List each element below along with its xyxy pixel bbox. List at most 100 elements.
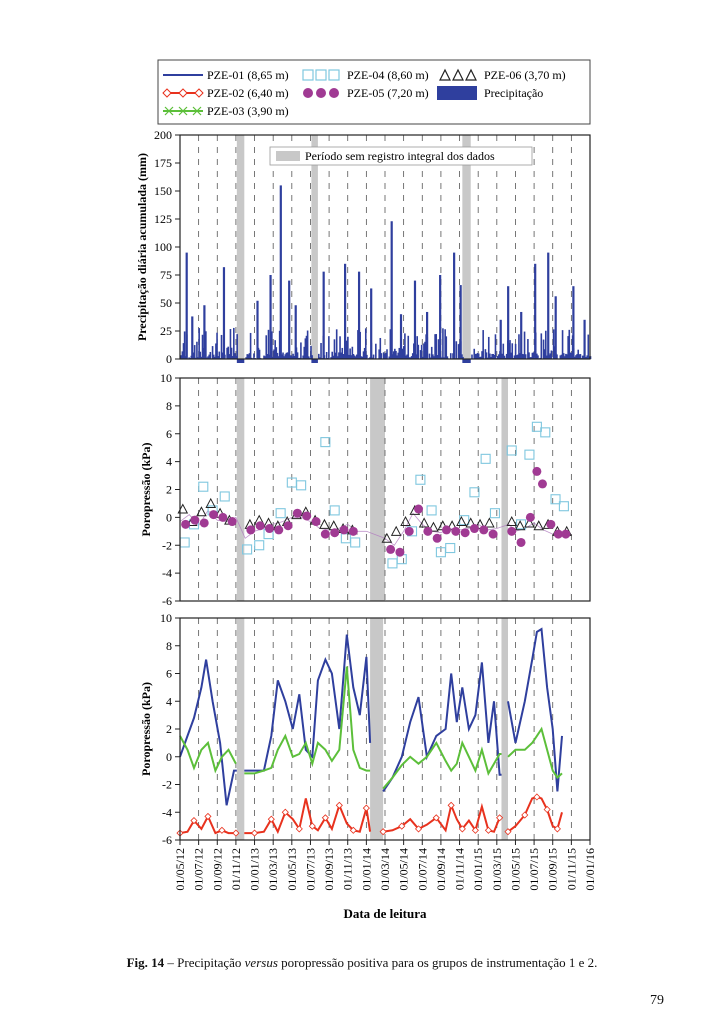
y-tick-label: -6 xyxy=(162,833,172,847)
precipitation-bar xyxy=(350,355,353,359)
precipitation-bar xyxy=(578,354,581,359)
precipitation-bar xyxy=(383,353,386,359)
precipitation-bar xyxy=(517,354,519,359)
caption-prefix: Fig. 14 xyxy=(126,955,165,970)
precipitation-bar xyxy=(437,339,440,359)
precipitation-bar xyxy=(229,329,232,359)
precipitation-bar xyxy=(529,357,531,359)
pze04-marker xyxy=(426,505,437,516)
pze05-marker xyxy=(432,533,442,543)
precipitation-bar xyxy=(528,352,530,359)
precipitation-bar xyxy=(461,354,463,359)
precipitation-bar xyxy=(509,340,511,359)
caption-text2: poropressão positiva para os grupos de i… xyxy=(277,955,598,970)
x-tick-label: 01/05/14 xyxy=(397,848,411,891)
precipitation-bar xyxy=(275,347,278,359)
y-tick-label: 125 xyxy=(154,212,172,226)
precipitation-bar xyxy=(435,334,438,359)
pze04-marker xyxy=(350,537,361,548)
precipitation-bar xyxy=(195,357,197,359)
precipitation-bar xyxy=(357,330,359,359)
pze02-marker xyxy=(335,801,343,809)
pze05-marker xyxy=(255,521,265,531)
precipitation-bar xyxy=(530,357,533,359)
precipitation-bar xyxy=(480,356,482,359)
legend-item: PZE-02 (6,40 m) xyxy=(162,86,289,100)
no-data-gap-band xyxy=(501,618,508,840)
precipitation-bar xyxy=(581,355,584,359)
precipitation-bar xyxy=(394,348,396,359)
precipitation-bar xyxy=(476,352,479,359)
precipitation-bar xyxy=(215,343,217,359)
precipitation-bar xyxy=(503,355,506,359)
pze04-marker xyxy=(275,508,286,519)
pze04-marker xyxy=(558,501,569,512)
pze05-marker xyxy=(283,521,293,531)
pze05-marker xyxy=(525,512,535,522)
pze05-marker xyxy=(218,512,228,522)
precipitation-bar xyxy=(291,356,293,359)
legend-label: PZE-01 (8,65 m) xyxy=(207,68,289,82)
x-tick-label: 01/09/14 xyxy=(434,848,448,891)
series-line xyxy=(507,795,563,833)
pze05-marker xyxy=(320,529,330,539)
precipitation-bar xyxy=(192,352,195,359)
pze04-marker xyxy=(254,540,265,551)
precipitation-bar xyxy=(258,349,261,359)
precipitation-bar xyxy=(185,252,188,359)
precipitation-bar xyxy=(550,350,553,359)
precipitation-bar xyxy=(542,339,545,359)
precipitation-bar xyxy=(572,286,575,359)
precipitation-bar xyxy=(445,336,448,359)
x-tick-label: 01/01/15 xyxy=(471,848,485,891)
pze05-marker xyxy=(553,529,563,539)
precipitation-bar xyxy=(443,357,445,359)
no-data-gap-band xyxy=(501,378,508,601)
pze02-marker xyxy=(281,808,289,816)
precipitation-bar xyxy=(577,349,580,359)
y-tick-label: 0 xyxy=(166,510,172,524)
pze05-marker xyxy=(479,525,489,535)
precipitation-bar xyxy=(328,336,330,359)
precipitation-bar xyxy=(203,305,206,359)
legend-label: PZE-03 (3,90 m) xyxy=(207,104,289,118)
x-tick-label: 01/01/13 xyxy=(248,848,262,891)
precipitation-bar xyxy=(416,336,419,359)
pze04-marker xyxy=(219,491,230,502)
precipitation-bar xyxy=(199,351,202,359)
y-tick-label: 150 xyxy=(154,184,172,198)
legend-label: PZE-06 (3,70 m) xyxy=(484,68,566,82)
pze05-marker xyxy=(395,547,405,557)
pze05-marker xyxy=(227,517,237,527)
pze06-marker xyxy=(514,520,526,531)
precipitation-bar xyxy=(561,330,564,359)
pze05-marker xyxy=(451,526,461,536)
precipitation-bar xyxy=(221,352,224,359)
precipitation-bar xyxy=(479,357,481,359)
plot-frame xyxy=(179,377,591,602)
pze05-marker xyxy=(442,525,451,535)
precipitation-bar xyxy=(191,316,194,359)
precipitation-bar xyxy=(206,357,208,359)
precipitation-bar xyxy=(489,353,491,359)
precipitation-bar xyxy=(434,334,436,359)
precipitation-bar xyxy=(390,221,393,359)
precipitation-bar xyxy=(379,337,382,359)
x-tick-label: 01/01/14 xyxy=(359,848,373,891)
x-tick-label: 01/07/13 xyxy=(303,848,317,891)
precipitation-bar xyxy=(419,350,422,359)
precipitation-bar xyxy=(549,353,552,359)
precipitation-bar xyxy=(272,356,274,359)
precipitation-bar xyxy=(564,356,566,359)
precipitation-bar xyxy=(183,331,186,359)
precipitation-bar xyxy=(424,341,426,359)
no-data-gap-band xyxy=(462,135,471,359)
precipitation-bar xyxy=(332,355,335,359)
pze04-marker xyxy=(515,519,527,530)
precipitation-bar xyxy=(566,354,568,359)
precipitation-bar xyxy=(319,357,321,359)
y-tick-label: 100 xyxy=(154,240,172,254)
precipitation-bar xyxy=(200,356,203,359)
x-tick-label: 01/01/16 xyxy=(583,848,597,891)
precipitation-bar xyxy=(375,343,377,359)
